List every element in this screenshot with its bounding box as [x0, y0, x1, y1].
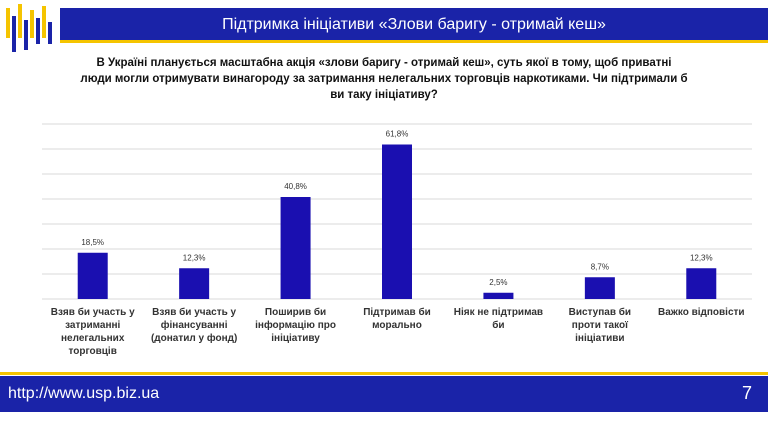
x-tick-label: Взяв би участь у затриманні нелегальних … [50, 307, 135, 357]
bar [280, 197, 311, 299]
x-tick-label: Ніяк не підтримав би [453, 307, 544, 331]
value-label: 12,3% [183, 253, 206, 262]
value-label: 8,7% [591, 262, 609, 271]
x-tick-label: Поширив би інформацію про ініціативу [255, 307, 336, 344]
bar [686, 268, 717, 299]
header-title: Підтримка ініціативи «Злови баригу - отр… [222, 16, 606, 33]
bar [483, 292, 514, 299]
header-line [60, 40, 768, 43]
value-label: 40,8% [284, 182, 307, 191]
logo [6, 4, 52, 52]
bar [382, 144, 412, 299]
header-band [60, 8, 768, 40]
footer-band [0, 376, 768, 412]
bar [77, 252, 108, 299]
x-tick-label: Взяв би участь у фінансуванні (донатил у… [150, 307, 238, 344]
footer-line [0, 372, 768, 375]
bar [584, 277, 615, 299]
value-label: 2,5% [489, 278, 507, 287]
value-label: 12,3% [690, 253, 713, 262]
value-label: 18,5% [81, 238, 104, 247]
x-tick-label: Підтримав би морально [363, 307, 431, 331]
footer-url: http://www.usp.biz.ua [8, 385, 159, 402]
value-label: 61,8% [386, 130, 409, 139]
page-number: 7 [742, 383, 752, 403]
question: В Україні планується масштабна акція «зл… [80, 57, 688, 101]
x-tick-label: Виступав би проти такої ініціативи [568, 307, 632, 344]
bar [179, 268, 210, 299]
x-tick-label: Важко відповісти [657, 307, 745, 318]
